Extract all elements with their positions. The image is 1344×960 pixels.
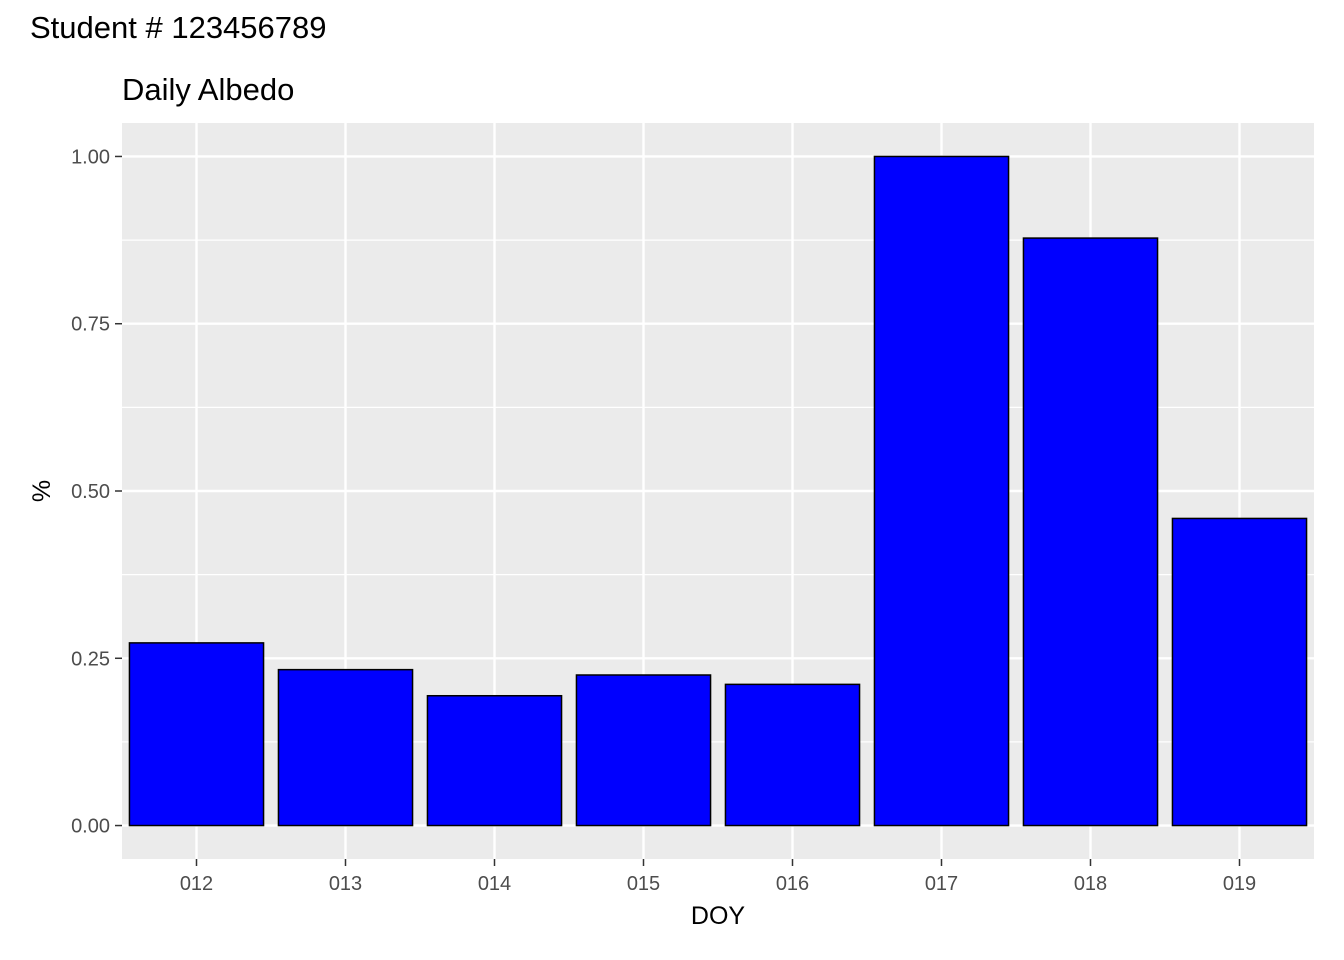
- x-axis-ticks: 012 013 014 015 016 017 018 019: [180, 859, 1256, 895]
- y-tick-label: 0.50: [71, 481, 110, 503]
- x-axis-label: DOY: [691, 902, 746, 930]
- y-tick-label: 0.00: [71, 816, 110, 838]
- chart-tag: Student # 123456789: [30, 10, 327, 45]
- x-tick-label: 016: [776, 873, 809, 895]
- bar-018: [1022, 237, 1159, 827]
- x-tick-label: 013: [329, 873, 362, 895]
- bar-017: [873, 155, 1010, 827]
- y-tick-label: 0.25: [71, 648, 110, 670]
- bar-012: [128, 642, 265, 827]
- x-tick-label: 012: [180, 873, 213, 895]
- bar-014: [426, 694, 563, 827]
- bar-015: [575, 674, 712, 827]
- x-tick-label: 015: [627, 873, 660, 895]
- x-tick-label: 017: [925, 873, 958, 895]
- bar-019: [1171, 517, 1308, 827]
- bar-013: [277, 668, 414, 827]
- bars: [128, 155, 1308, 827]
- y-tick-label: 1.00: [71, 146, 110, 168]
- x-tick-label: 019: [1223, 873, 1256, 895]
- bar-016: [724, 683, 861, 827]
- y-tick-label: 0.75: [71, 314, 110, 336]
- chart-title: Daily Albedo: [122, 72, 295, 107]
- x-tick-label: 018: [1074, 873, 1107, 895]
- x-tick-label: 014: [478, 873, 511, 895]
- y-axis-ticks: 0.00 0.25 0.50 0.75 1.00: [71, 146, 122, 838]
- y-axis-label: %: [28, 480, 56, 502]
